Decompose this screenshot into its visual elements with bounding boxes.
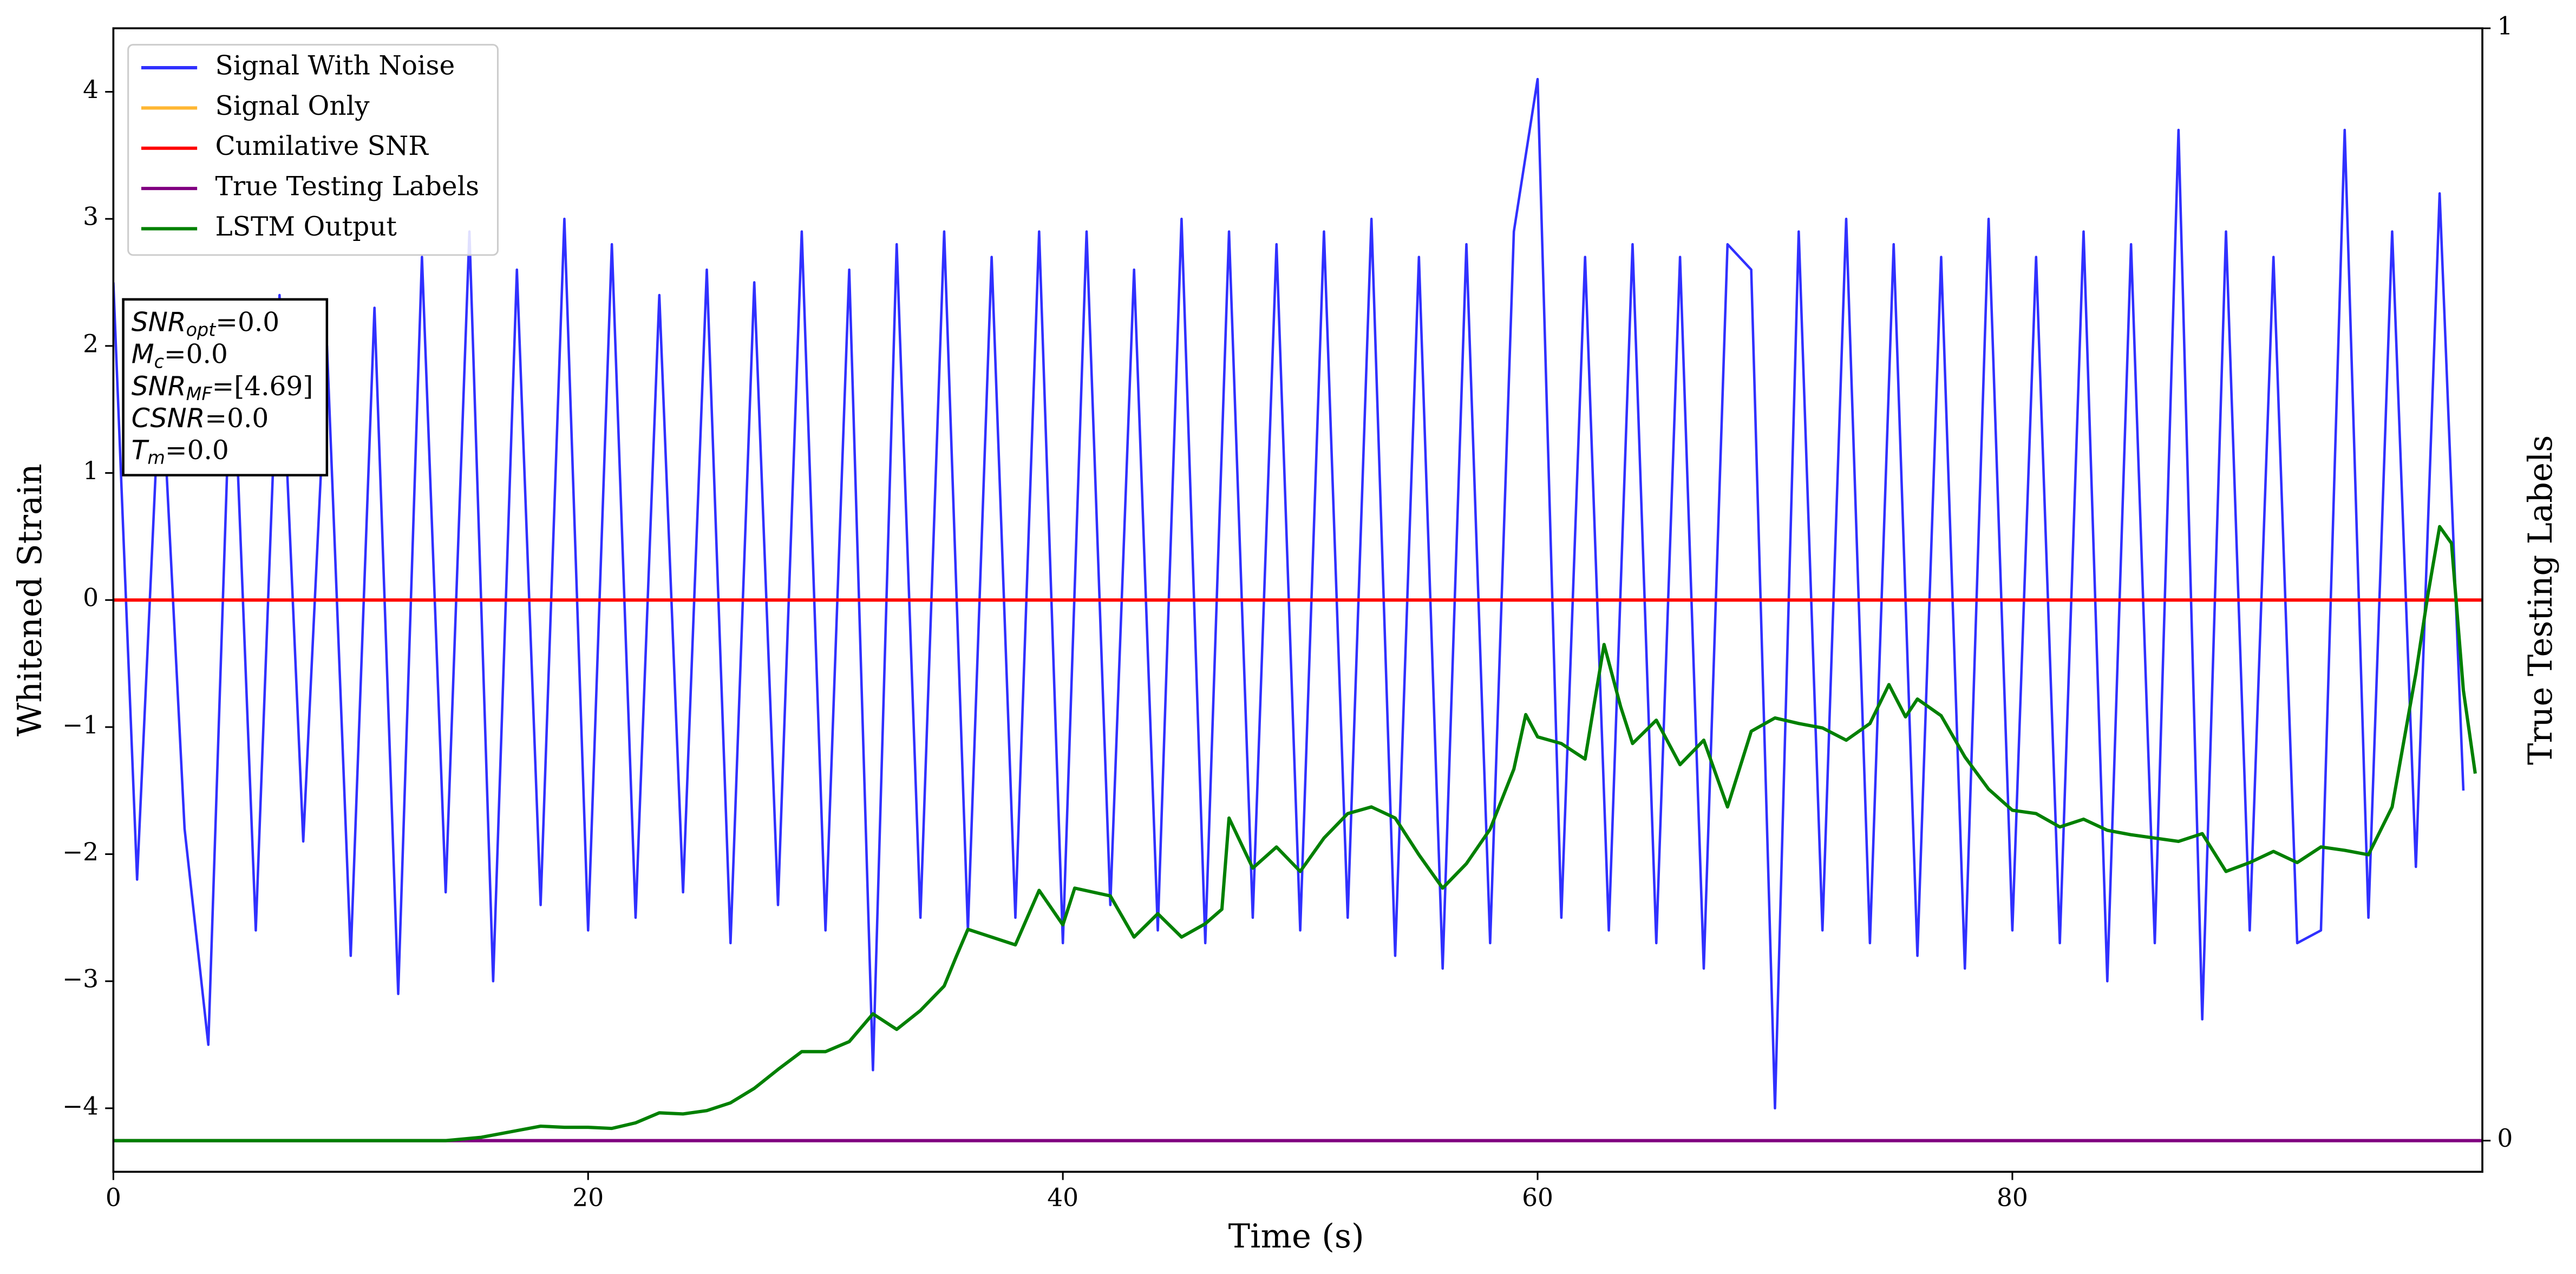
y-tick-label: 1	[83, 456, 99, 485]
annotation-line: SNRMF=[4.69]	[132, 371, 313, 404]
annotation-value: =0.0	[215, 307, 279, 337]
legend-label: True Testing Labels	[215, 172, 480, 202]
x-tick-label: 80	[1997, 1183, 2028, 1212]
annotation-value: =0.0	[164, 339, 228, 369]
x-axis-label: Time (s)	[1228, 1218, 1364, 1256]
y-tick-label: −2	[62, 838, 99, 866]
x-tick-label: 20	[572, 1183, 604, 1212]
annotation-value: =[4.69]	[212, 371, 313, 401]
annotation-symbol: SNR	[132, 307, 186, 337]
annotation: SNRopt=0.0Mc=0.0SNRMF=[4.69]CSNR=0.0Tm=0…	[122, 298, 329, 476]
y-tick-label: 0	[83, 584, 99, 612]
legend-box	[127, 44, 499, 256]
annotation-symbol: T	[132, 435, 149, 466]
x-tick-label: 0	[106, 1183, 121, 1212]
y-tick-label: 2	[83, 329, 99, 358]
annotation-symbol: CSNR	[132, 403, 205, 434]
annotation-line: SNRopt=0.0	[132, 307, 279, 340]
y-tick-label: 4	[83, 75, 99, 104]
legend-label: Signal With Noise	[215, 51, 455, 81]
y2-tick-label: 0	[2497, 1124, 2513, 1153]
annotation-box	[122, 298, 329, 476]
y-tick-label: −4	[62, 1092, 99, 1120]
legend-label: LSTM Output	[215, 212, 397, 242]
y-axis-label: Whitened Strain	[11, 463, 49, 736]
annotation-value: =0.0	[205, 403, 269, 433]
annotation-line: Mc=0.0	[132, 339, 228, 372]
annotation-symbol: M	[132, 339, 154, 370]
series-line	[113, 525, 2477, 1142]
annotation-value: =0.0	[165, 435, 229, 466]
annotation-subscript: opt	[186, 319, 217, 340]
x-tick-label: 60	[1522, 1183, 1553, 1212]
annotation-line: CSNR=0.0	[132, 403, 269, 433]
annotation-subscript: c	[154, 351, 164, 372]
series-line	[113, 77, 2465, 1110]
legend-label: Signal Only	[215, 91, 370, 121]
annotation-subscript: MF	[186, 383, 213, 404]
y2-axis-label: True Testing Labels	[2522, 435, 2560, 765]
annotation-symbol: SNR	[132, 371, 186, 402]
plot-area	[113, 77, 2483, 1142]
legend-label: Cumilative SNR	[215, 131, 429, 161]
x-tick-label: 40	[1047, 1183, 1078, 1212]
y-tick-label: −3	[62, 965, 99, 994]
y2-tick-label: 1	[2497, 12, 2513, 41]
y-tick-label: −1	[62, 710, 99, 739]
y-tick-label: 3	[83, 202, 99, 231]
annotation-line: Tm=0.0	[132, 435, 229, 468]
legend: Signal With Noise Signal Only Cumilative S…	[127, 44, 499, 256]
annotation-subscript: m	[147, 447, 165, 468]
